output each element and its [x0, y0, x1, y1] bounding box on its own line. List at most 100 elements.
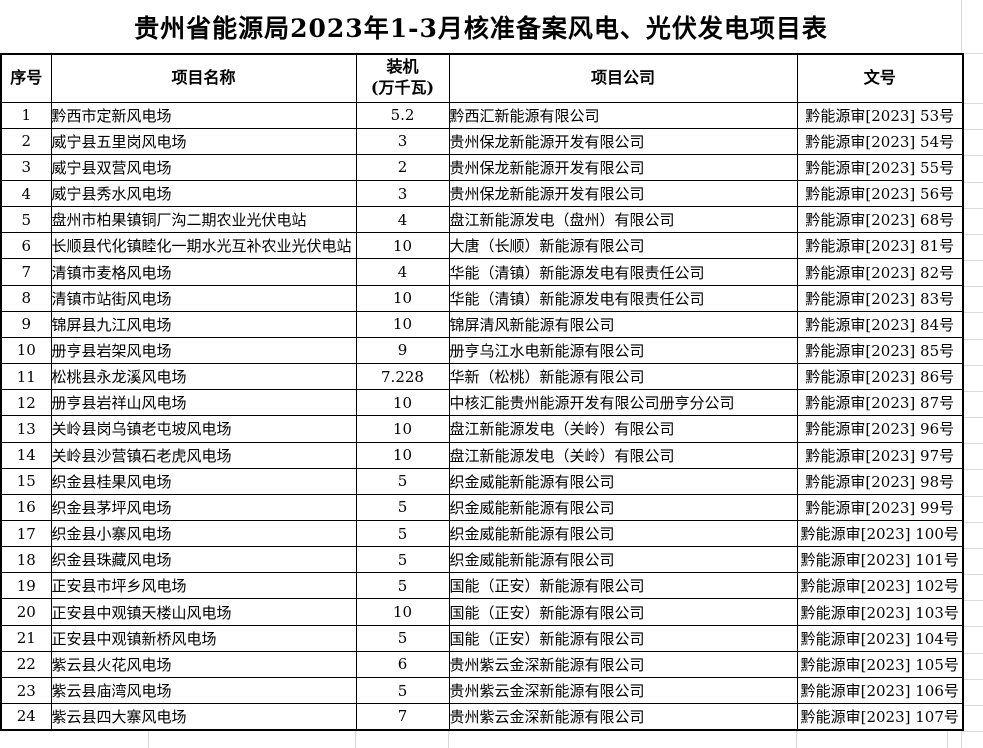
cell-capacity[interactable]: 3	[355, 179, 450, 208]
cell-seq[interactable]: 6	[0, 232, 52, 260]
cell-doc-number[interactable]: 黔能源审[2023] 99号	[796, 493, 964, 522]
cell-company[interactable]: 盘江新能源发电（盘州）有限公司	[448, 206, 798, 234]
cell-project-name[interactable]: 长顺县代化镇睦化一期水光互补农业光伏电站	[50, 232, 357, 260]
cell-seq[interactable]: 11	[0, 363, 52, 391]
cell-seq[interactable]: 17	[0, 519, 52, 548]
cell-capacity[interactable]: 2	[355, 153, 450, 181]
cell-project-name[interactable]: 册亨县岩祥山风电场	[50, 389, 357, 417]
cell-project-name[interactable]: 正安县市坪乡风电场	[50, 572, 357, 600]
cell-capacity[interactable]: 10	[355, 232, 450, 260]
cell-capacity[interactable]: 5	[355, 493, 450, 522]
cell-capacity[interactable]: 7	[355, 703, 450, 731]
cell-seq[interactable]: 5	[0, 206, 52, 234]
cell-project-name[interactable]: 威宁县秀水风电场	[50, 179, 357, 208]
cell-company[interactable]: 黔西汇新能源有限公司	[448, 101, 798, 129]
cell-project-name[interactable]: 盘州市柏果镇铜厂沟二期农业光伏电站	[50, 206, 357, 234]
cell-seq[interactable]: 19	[0, 572, 52, 600]
cell-company[interactable]: 盘江新能源发电（关岭）有限公司	[448, 415, 798, 443]
cell-seq[interactable]: 18	[0, 546, 52, 574]
cell-doc-number[interactable]: 黔能源审[2023] 101号	[796, 546, 964, 574]
cell-seq[interactable]: 2	[0, 127, 52, 155]
cell-seq[interactable]: 9	[0, 310, 52, 338]
cell-doc-number[interactable]: 黔能源审[2023] 85号	[796, 336, 964, 365]
cell-seq[interactable]: 21	[0, 624, 52, 652]
cell-project-name[interactable]: 织金县桂果风电场	[50, 467, 357, 495]
cell-company[interactable]: 织金威能新能源有限公司	[448, 546, 798, 574]
cell-company[interactable]: 华能（清镇）新能源发电有限责任公司	[448, 258, 798, 286]
cell-capacity[interactable]: 5	[355, 467, 450, 495]
cell-doc-number[interactable]: 黔能源审[2023] 102号	[796, 572, 964, 600]
cell-capacity[interactable]: 5	[355, 519, 450, 548]
cell-capacity[interactable]: 3	[355, 127, 450, 155]
cell-company[interactable]: 大唐（长顺）新能源有限公司	[448, 232, 798, 260]
cell-company[interactable]: 贵州保龙新能源开发有限公司	[448, 179, 798, 208]
cell-company[interactable]: 锦屏清风新能源有限公司	[448, 310, 798, 338]
cell-company[interactable]: 贵州紫云金深新能源有限公司	[448, 703, 798, 731]
cell-doc-number[interactable]: 黔能源审[2023] 97号	[796, 441, 964, 469]
cell-company[interactable]: 册亨乌江水电新能源有限公司	[448, 336, 798, 365]
cell-project-name[interactable]: 紫云县四大寨风电场	[50, 703, 357, 731]
cell-capacity[interactable]: 6	[355, 650, 450, 678]
cell-project-name[interactable]: 锦屏县九江风电场	[50, 310, 357, 338]
cell-capacity[interactable]: 10	[355, 598, 450, 626]
cell-project-name[interactable]: 织金县小寨风电场	[50, 519, 357, 548]
col-header-seq[interactable]: 序号	[0, 53, 52, 103]
cell-company[interactable]: 贵州保龙新能源开发有限公司	[448, 153, 798, 181]
cell-capacity[interactable]: 5	[355, 572, 450, 600]
cell-doc-number[interactable]: 黔能源审[2023] 81号	[796, 232, 964, 260]
cell-project-name[interactable]: 威宁县五里岗风电场	[50, 127, 357, 155]
cell-company[interactable]: 华能（清镇）新能源发电有限责任公司	[448, 284, 798, 312]
cell-capacity[interactable]: 5	[355, 546, 450, 574]
cell-company[interactable]: 国能（正安）新能源有限公司	[448, 572, 798, 600]
cell-seq[interactable]: 14	[0, 441, 52, 469]
cell-seq[interactable]: 20	[0, 598, 52, 626]
cell-capacity[interactable]: 10	[355, 310, 450, 338]
cell-company[interactable]: 盘江新能源发电（关岭）有限公司	[448, 441, 798, 469]
cell-doc-number[interactable]: 黔能源审[2023] 103号	[796, 598, 964, 626]
cell-doc-number[interactable]: 黔能源审[2023] 53号	[796, 101, 964, 129]
cell-doc-number[interactable]: 黔能源审[2023] 104号	[796, 624, 964, 652]
cell-capacity[interactable]: 5.2	[355, 101, 450, 129]
cell-doc-number[interactable]: 黔能源审[2023] 68号	[796, 206, 964, 234]
cell-project-name[interactable]: 松桃县永龙溪风电场	[50, 363, 357, 391]
cell-seq[interactable]: 24	[0, 703, 52, 731]
cell-company[interactable]: 中核汇能贵州能源开发有限公司册亨分公司	[448, 389, 798, 417]
cell-doc-number[interactable]: 黔能源审[2023] 105号	[796, 650, 964, 678]
cell-capacity[interactable]: 10	[355, 284, 450, 312]
cell-company[interactable]: 国能（正安）新能源有限公司	[448, 598, 798, 626]
cell-doc-number[interactable]: 黔能源审[2023] 107号	[796, 703, 964, 731]
cell-seq[interactable]: 23	[0, 676, 52, 705]
cell-seq[interactable]: 16	[0, 493, 52, 522]
cell-project-name[interactable]: 紫云县火花风电场	[50, 650, 357, 678]
cell-capacity[interactable]: 10	[355, 441, 450, 469]
cell-project-name[interactable]: 册亨县岩架风电场	[50, 336, 357, 365]
cell-doc-number[interactable]: 黔能源审[2023] 96号	[796, 415, 964, 443]
cell-doc-number[interactable]: 黔能源审[2023] 54号	[796, 127, 964, 155]
cell-capacity[interactable]: 10	[355, 415, 450, 443]
cell-company[interactable]: 织金威能新能源有限公司	[448, 467, 798, 495]
cell-company[interactable]: 贵州保龙新能源开发有限公司	[448, 127, 798, 155]
cell-capacity[interactable]: 5	[355, 676, 450, 705]
col-header-project-name[interactable]: 项目名称	[50, 53, 357, 103]
cell-project-name[interactable]: 织金县茅坪风电场	[50, 493, 357, 522]
cell-doc-number[interactable]: 黔能源审[2023] 106号	[796, 676, 964, 705]
cell-seq[interactable]: 15	[0, 467, 52, 495]
cell-project-name[interactable]: 织金县珠藏风电场	[50, 546, 357, 574]
cell-doc-number[interactable]: 黔能源审[2023] 87号	[796, 389, 964, 417]
cell-project-name[interactable]: 关岭县岗乌镇老屯坡风电场	[50, 415, 357, 443]
cell-seq[interactable]: 10	[0, 336, 52, 365]
cell-company[interactable]: 华新（松桃）新能源有限公司	[448, 363, 798, 391]
cell-capacity[interactable]: 4	[355, 258, 450, 286]
cell-doc-number[interactable]: 黔能源审[2023] 55号	[796, 153, 964, 181]
cell-capacity[interactable]: 10	[355, 389, 450, 417]
cell-project-name[interactable]: 正安县中观镇新桥风电场	[50, 624, 357, 652]
col-header-company[interactable]: 项目公司	[448, 53, 798, 103]
cell-doc-number[interactable]: 黔能源审[2023] 83号	[796, 284, 964, 312]
cell-company[interactable]: 国能（正安）新能源有限公司	[448, 624, 798, 652]
cell-project-name[interactable]: 黔西市定新风电场	[50, 101, 357, 129]
cell-project-name[interactable]: 紫云县庙湾风电场	[50, 676, 357, 705]
cell-seq[interactable]: 1	[0, 101, 52, 129]
cell-doc-number[interactable]: 黔能源审[2023] 86号	[796, 363, 964, 391]
cell-project-name[interactable]: 正安县中观镇天楼山风电场	[50, 598, 357, 626]
cell-company[interactable]: 贵州紫云金深新能源有限公司	[448, 676, 798, 705]
